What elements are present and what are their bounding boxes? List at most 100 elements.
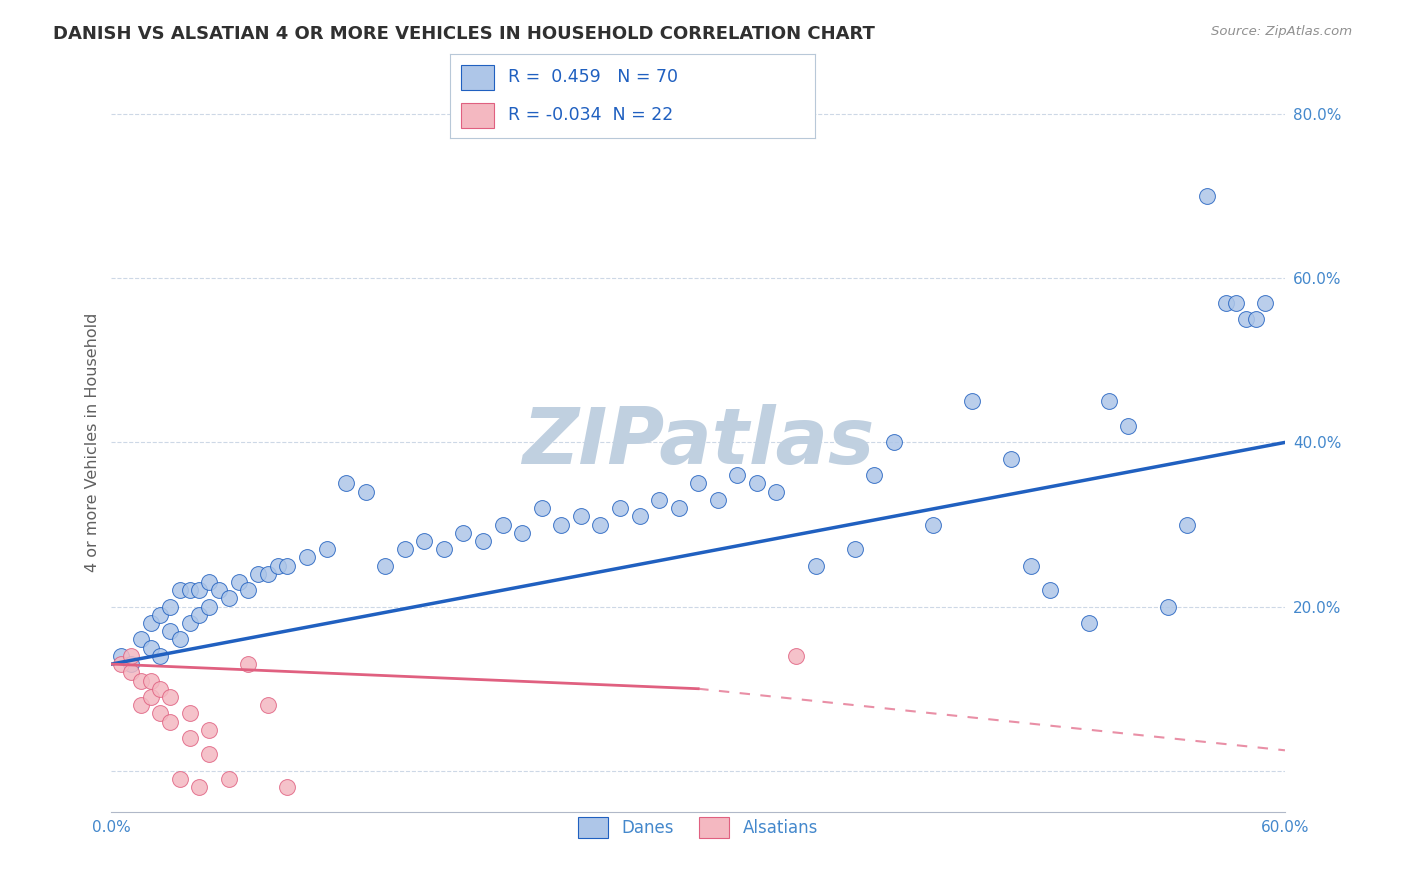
- Point: [198, 599, 221, 614]
- Point: [159, 714, 181, 729]
- Point: [354, 484, 377, 499]
- Point: [1215, 296, 1237, 310]
- Text: ZIPatlas: ZIPatlas: [522, 404, 875, 481]
- Point: [745, 476, 768, 491]
- Point: [863, 468, 886, 483]
- Point: [1225, 296, 1247, 310]
- Point: [169, 583, 191, 598]
- Point: [530, 501, 553, 516]
- Point: [159, 690, 181, 704]
- Point: [1195, 189, 1218, 203]
- Point: [110, 648, 132, 663]
- Point: [169, 772, 191, 786]
- Point: [198, 747, 221, 762]
- Point: [1156, 599, 1178, 614]
- Point: [120, 648, 142, 663]
- Point: [218, 772, 240, 786]
- Point: [1098, 394, 1121, 409]
- Point: [1078, 615, 1101, 630]
- Text: R =  0.459   N = 70: R = 0.459 N = 70: [509, 69, 679, 87]
- Point: [315, 542, 337, 557]
- Point: [1000, 451, 1022, 466]
- Point: [247, 566, 270, 581]
- Point: [149, 706, 172, 721]
- Point: [188, 607, 211, 622]
- Point: [804, 558, 827, 573]
- Point: [139, 615, 162, 630]
- Point: [149, 607, 172, 622]
- Point: [159, 624, 181, 639]
- Point: [569, 509, 592, 524]
- Point: [688, 476, 710, 491]
- Point: [188, 583, 211, 598]
- Point: [208, 583, 231, 598]
- Point: [844, 542, 866, 557]
- Point: [276, 780, 298, 795]
- Point: [589, 517, 612, 532]
- Point: [668, 501, 690, 516]
- Point: [179, 583, 201, 598]
- Point: [433, 542, 456, 557]
- Legend: Danes, Alsatians: Danes, Alsatians: [572, 811, 825, 844]
- Point: [179, 706, 201, 721]
- Point: [257, 698, 280, 713]
- Point: [139, 673, 162, 688]
- Point: [785, 648, 807, 663]
- Point: [198, 574, 221, 589]
- Point: [883, 435, 905, 450]
- Point: [120, 657, 142, 672]
- Point: [1175, 517, 1198, 532]
- Point: [1254, 296, 1277, 310]
- Point: [1244, 312, 1267, 326]
- Point: [139, 690, 162, 704]
- Point: [706, 492, 728, 507]
- Point: [510, 525, 533, 540]
- FancyBboxPatch shape: [461, 64, 494, 90]
- Point: [413, 533, 436, 548]
- Point: [276, 558, 298, 573]
- Point: [238, 583, 260, 598]
- Point: [179, 731, 201, 745]
- Point: [1118, 419, 1140, 434]
- Text: DANISH VS ALSATIAN 4 OR MORE VEHICLES IN HOUSEHOLD CORRELATION CHART: DANISH VS ALSATIAN 4 OR MORE VEHICLES IN…: [53, 25, 876, 43]
- Point: [257, 566, 280, 581]
- Point: [228, 574, 250, 589]
- Text: R = -0.034  N = 22: R = -0.034 N = 22: [509, 106, 673, 124]
- Point: [1019, 558, 1042, 573]
- Point: [295, 550, 318, 565]
- Point: [149, 648, 172, 663]
- Point: [129, 698, 152, 713]
- Point: [169, 632, 191, 647]
- Point: [218, 591, 240, 606]
- FancyBboxPatch shape: [461, 103, 494, 128]
- Point: [765, 484, 787, 499]
- Point: [453, 525, 475, 540]
- Point: [609, 501, 631, 516]
- Point: [266, 558, 288, 573]
- Point: [110, 657, 132, 672]
- Point: [139, 640, 162, 655]
- Point: [491, 517, 513, 532]
- Point: [1234, 312, 1257, 326]
- Point: [1039, 583, 1062, 598]
- Point: [129, 632, 152, 647]
- Point: [120, 665, 142, 680]
- Point: [179, 615, 201, 630]
- Point: [960, 394, 983, 409]
- Point: [335, 476, 357, 491]
- Text: Source: ZipAtlas.com: Source: ZipAtlas.com: [1212, 25, 1353, 38]
- Point: [922, 517, 945, 532]
- Point: [550, 517, 572, 532]
- Point: [725, 468, 748, 483]
- Point: [149, 681, 172, 696]
- Point: [394, 542, 416, 557]
- Point: [238, 657, 260, 672]
- Point: [159, 599, 181, 614]
- Y-axis label: 4 or more Vehicles in Household: 4 or more Vehicles in Household: [86, 313, 100, 572]
- Point: [374, 558, 396, 573]
- Point: [198, 723, 221, 737]
- Point: [188, 780, 211, 795]
- Point: [472, 533, 495, 548]
- Point: [129, 673, 152, 688]
- Point: [628, 509, 651, 524]
